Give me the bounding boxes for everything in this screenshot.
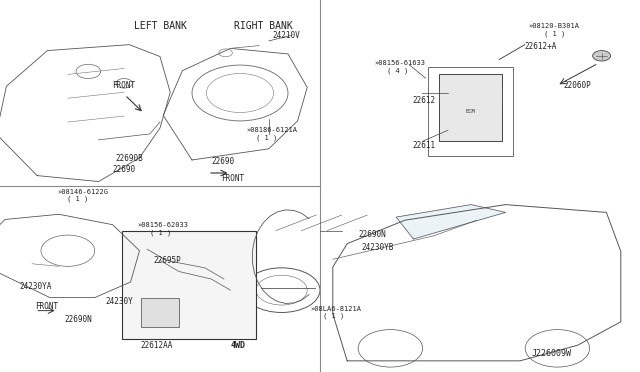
Text: 22690: 22690 bbox=[211, 157, 234, 166]
Text: ( 1 ): ( 1 ) bbox=[67, 196, 88, 202]
Text: 24230YA: 24230YA bbox=[19, 282, 52, 291]
Bar bbox=[141, 298, 179, 327]
Text: 24230YB: 24230YB bbox=[362, 243, 394, 252]
Text: FRONT: FRONT bbox=[35, 302, 58, 311]
Text: 22611: 22611 bbox=[413, 141, 436, 150]
Text: »08146-6122G: »08146-6122G bbox=[58, 189, 109, 195]
Text: 22060P: 22060P bbox=[563, 81, 591, 90]
Text: 22695P: 22695P bbox=[154, 256, 181, 265]
Text: 24230Y: 24230Y bbox=[106, 297, 133, 306]
Text: ( 1 ): ( 1 ) bbox=[544, 30, 565, 37]
Text: LEFT BANK: LEFT BANK bbox=[134, 21, 188, 31]
Text: ( 1 ): ( 1 ) bbox=[256, 134, 277, 141]
Text: 22612: 22612 bbox=[413, 96, 436, 105]
Text: 22690N: 22690N bbox=[358, 230, 386, 239]
Text: 4WD: 4WD bbox=[230, 341, 245, 350]
Text: FRONT: FRONT bbox=[112, 81, 135, 90]
Text: 22612AA: 22612AA bbox=[141, 341, 173, 350]
Text: RIGHT BANK: RIGHT BANK bbox=[234, 21, 292, 31]
Text: 22690N: 22690N bbox=[64, 315, 92, 324]
Bar bbox=[439, 74, 502, 141]
Bar bbox=[122, 231, 256, 339]
Text: ( 1 ): ( 1 ) bbox=[150, 229, 172, 236]
Text: 22690: 22690 bbox=[112, 165, 135, 174]
Text: »08156-61633: »08156-61633 bbox=[374, 60, 426, 66]
Text: »08120-B301A: »08120-B301A bbox=[528, 23, 579, 29]
Text: »08LA6-8121A: »08LA6-8121A bbox=[310, 306, 362, 312]
Text: 22690B: 22690B bbox=[115, 154, 143, 163]
Text: FRONT: FRONT bbox=[221, 174, 244, 183]
Polygon shape bbox=[396, 205, 506, 239]
Text: ECM: ECM bbox=[465, 109, 476, 114]
Text: 24210V: 24210V bbox=[272, 31, 300, 40]
Text: J226009W: J226009W bbox=[531, 349, 571, 358]
Bar bbox=[428, 67, 513, 156]
Text: ( 1 ): ( 1 ) bbox=[323, 313, 344, 320]
Text: »08186-6121A: »08186-6121A bbox=[246, 127, 298, 133]
Text: »08156-62033: »08156-62033 bbox=[138, 222, 189, 228]
Text: ( 4 ): ( 4 ) bbox=[387, 67, 408, 74]
Text: 22612+A: 22612+A bbox=[525, 42, 557, 51]
Circle shape bbox=[593, 51, 611, 61]
